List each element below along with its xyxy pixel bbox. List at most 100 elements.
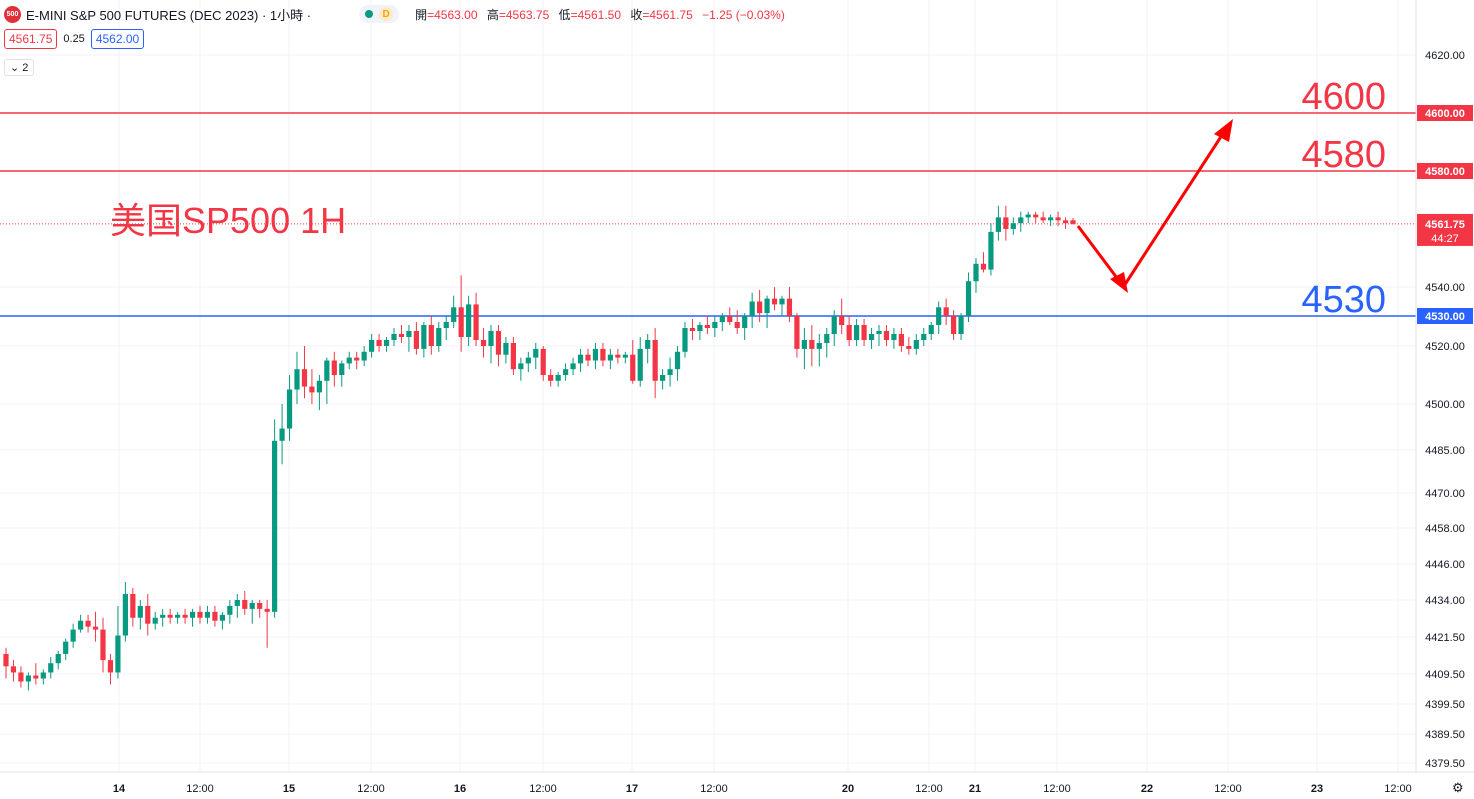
candle-up — [70, 629, 76, 642]
candle-down — [100, 629, 106, 661]
price-tick-label: 4379.50 — [1425, 758, 1465, 770]
candle-up — [175, 614, 181, 618]
candle-down — [264, 608, 270, 612]
candle-down — [1003, 217, 1009, 229]
time-tick-label: 15 — [283, 783, 295, 795]
candle-up — [764, 298, 770, 314]
time-tick-label: 12:00 — [186, 783, 214, 795]
level-price-tag — [1417, 308, 1473, 324]
candle-down — [480, 340, 487, 346]
time-tick-label: 14 — [113, 783, 126, 795]
candle-up — [115, 635, 121, 673]
candle-up — [219, 614, 225, 621]
candle-down — [354, 357, 360, 361]
candle-up — [339, 363, 345, 375]
level-price-tag-text: 4580.00 — [1425, 166, 1465, 178]
candle-up — [227, 605, 233, 615]
candle-up — [854, 325, 860, 340]
market-open-icon — [365, 10, 374, 18]
candle-down — [630, 354, 636, 381]
price-axis-background — [1416, 0, 1474, 799]
market-status[interactable]: D — [359, 5, 400, 23]
candle-up — [801, 340, 807, 349]
candle-up — [383, 340, 390, 346]
candle-down — [548, 375, 554, 381]
chevron-down-icon: ⌄ — [10, 62, 20, 74]
candle-down — [18, 672, 24, 682]
candle-down — [167, 614, 173, 618]
candle-down — [107, 660, 114, 673]
candle-down — [1040, 217, 1046, 221]
candle-down — [33, 675, 39, 679]
level-price-tag-text: 4600.00 — [1425, 108, 1465, 120]
candle-down — [510, 343, 516, 370]
candle-up — [570, 363, 576, 370]
candle-up — [406, 331, 412, 337]
candle-up — [868, 334, 875, 340]
candle-up — [272, 440, 278, 612]
candle-up — [607, 354, 613, 361]
candle-up — [369, 340, 375, 352]
candle-up — [443, 322, 449, 328]
candle-down — [331, 360, 337, 375]
candle-up — [816, 343, 822, 349]
candle-down — [182, 614, 188, 618]
candle-up — [503, 343, 509, 355]
candle-down — [1070, 220, 1076, 224]
candle-up — [973, 263, 979, 282]
candle-up — [988, 231, 994, 270]
price-tick-label: 4470.00 — [1425, 488, 1465, 500]
time-axis[interactable]: 14 12:00 15 12:00 16 12:00 17 12:00 20 12:00 21 12:… — [0, 771, 1474, 795]
candle-up — [466, 304, 472, 337]
candle-down — [145, 605, 151, 624]
candle-up — [637, 348, 643, 381]
countdown-tag-text: 44:27 — [1431, 233, 1459, 245]
candle-up — [563, 369, 569, 375]
collapse-indicators-button[interactable]: ⌄ 2 — [4, 59, 35, 76]
candle-down — [943, 307, 949, 316]
candle-down — [458, 307, 464, 337]
candle-up — [674, 351, 681, 370]
price-tags: 4600.00 4580.00 4530.00 4561.75 44:27 — [1417, 105, 1473, 324]
candle-up — [294, 369, 300, 390]
candle-down — [704, 325, 710, 328]
candle-up — [421, 325, 427, 349]
low-label: 低 — [558, 7, 571, 22]
candle-down — [951, 316, 957, 334]
price-axis[interactable]: 4620.00 4580.00 4540.00 4520.00 4500.00 4485.… — [1415, 0, 1474, 799]
candle-up — [1018, 217, 1024, 224]
low-value: =4561.50 — [570, 7, 622, 22]
candle-down — [257, 602, 263, 609]
candle-up — [533, 348, 539, 358]
candle-up — [965, 281, 972, 316]
candle-down — [771, 298, 778, 305]
symbol-title[interactable]: E-MINI S&P 500 FUTURES (DEC 2023) · 1小時 … — [26, 7, 312, 23]
candle-up — [555, 375, 561, 381]
candle-down — [242, 600, 248, 609]
candle-down — [473, 304, 479, 340]
candle-down — [92, 626, 99, 630]
candle-up — [712, 322, 718, 328]
candle-down — [861, 325, 867, 340]
candle-up — [518, 363, 524, 370]
settings-icon[interactable]: ⚙ — [1452, 780, 1464, 795]
time-tick-label: 12:00 — [529, 783, 557, 795]
arrow-head-up — [1214, 119, 1233, 142]
change-value: −1.25 (−0.03%) — [702, 7, 785, 22]
symbol-logo[interactable]: 500 — [4, 5, 21, 23]
candle-down — [398, 334, 405, 337]
candle-up — [891, 334, 897, 340]
candle-down — [757, 301, 763, 314]
price-tick-label: 4500.00 — [1425, 399, 1465, 411]
candle-up — [316, 380, 322, 393]
chart-grid — [0, 0, 1416, 772]
time-tick-label: 12:00 — [357, 783, 385, 795]
candle-down — [3, 653, 9, 667]
candle-up — [824, 334, 830, 343]
candle-up — [779, 298, 785, 305]
candle-up — [913, 340, 919, 349]
sell-button[interactable]: 4561.75 — [4, 29, 58, 49]
buy-button[interactable]: 4562.00 — [90, 29, 145, 49]
candle-up — [667, 369, 673, 375]
